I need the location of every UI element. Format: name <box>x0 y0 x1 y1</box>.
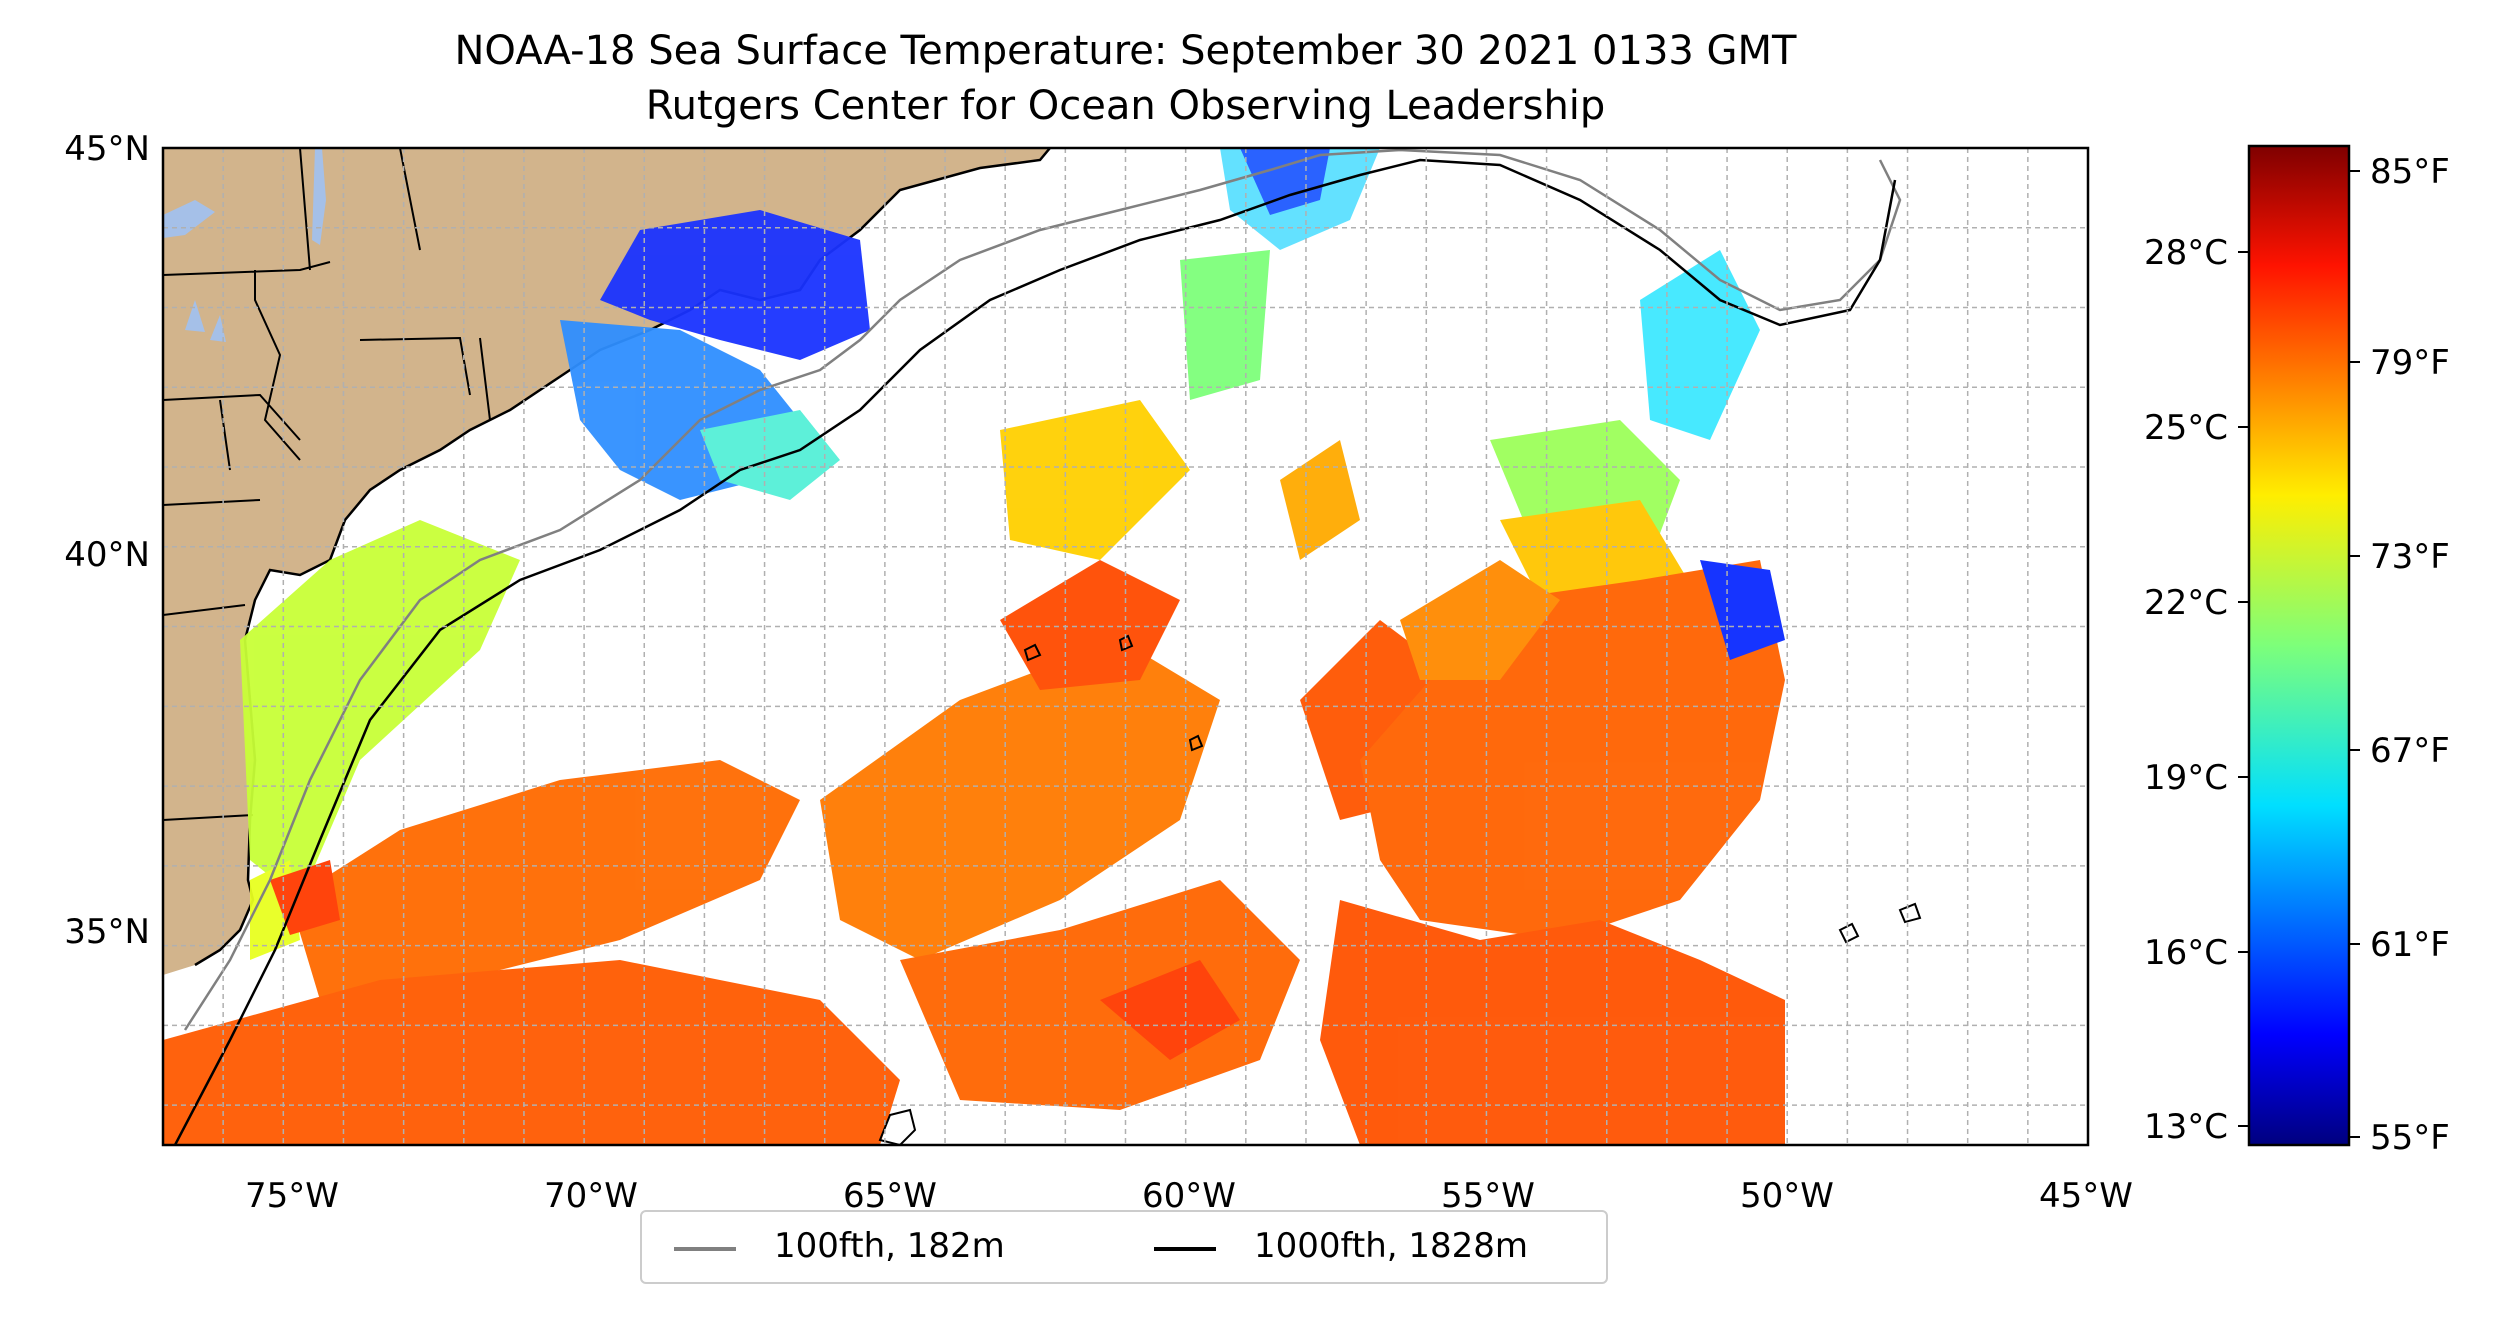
lat-tick-label: 40°N <box>64 535 150 575</box>
celsius-tick-label: 28°C <box>2144 233 2228 273</box>
fahrenheit-tick-label: 73°F <box>2370 537 2450 577</box>
lon-tick-label: 75°W <box>245 1176 339 1216</box>
legend-swatch-100fth <box>674 1247 736 1251</box>
map-title: NOAA-18 Sea Surface Temperature: Septemb… <box>454 28 1797 74</box>
colorbar-ticks <box>2238 170 2360 1138</box>
lat-tick-label: 35°N <box>64 912 150 952</box>
lon-tick-label: 50°W <box>1740 1176 1834 1216</box>
lat-tick-label: 45°N <box>64 129 150 169</box>
colorbar-fahrenheit-labels: 85°F 79°F 73°F 67°F 61°F 55°F <box>2370 152 2450 1158</box>
celsius-tick-label: 19°C <box>2144 758 2228 798</box>
lon-tick-label: 65°W <box>843 1176 937 1216</box>
state-borders <box>163 148 491 821</box>
isobath-1000fth <box>173 158 1897 1145</box>
sst-field <box>163 148 1785 1145</box>
colorbar <box>2247 144 2351 1147</box>
legend-label-1000fth: 1000fth, 1828m <box>1254 1226 1529 1266</box>
lon-tick-label: 55°W <box>1441 1176 1535 1216</box>
colorbar-celsius-labels: 28°C 25°C 22°C 19°C 16°C 13°C <box>2144 233 2228 1147</box>
legend-label-100fth: 100fth, 182m <box>774 1226 1005 1266</box>
fahrenheit-tick-label: 61°F <box>2370 925 2450 965</box>
fahrenheit-tick-label: 85°F <box>2370 152 2450 192</box>
seamount-contours <box>878 634 1922 1145</box>
isobath-legend: 100fth, 182m 1000fth, 1828m <box>640 1210 1608 1284</box>
finger-lakes <box>185 300 226 342</box>
fahrenheit-tick-label: 67°F <box>2370 731 2450 771</box>
fahrenheit-tick-label: 79°F <box>2370 343 2450 383</box>
isobath-100fth <box>183 148 1902 1031</box>
lat-axis: 45°N 40°N 35°N <box>64 129 150 952</box>
map-subtitle: Rutgers Center for Ocean Observing Leade… <box>645 83 1606 129</box>
lon-tick-label: 45°W <box>2039 1176 2133 1216</box>
lon-axis: 75°W 70°W 65°W 60°W 55°W 50°W 45°W <box>245 1176 2133 1216</box>
celsius-tick-label: 16°C <box>2144 933 2228 973</box>
legend-swatch-1000fth <box>1154 1247 1216 1251</box>
celsius-tick-label: 25°C <box>2144 408 2228 448</box>
north-america-land <box>163 148 1050 975</box>
lon-tick-label: 70°W <box>544 1176 638 1216</box>
map-frame <box>161 146 2090 1147</box>
lon-tick-label: 60°W <box>1142 1176 1236 1216</box>
celsius-tick-label: 13°C <box>2144 1107 2228 1147</box>
lake-champlain <box>312 148 326 245</box>
fahrenheit-tick-label: 55°F <box>2370 1118 2450 1158</box>
celsius-tick-label: 22°C <box>2144 583 2228 623</box>
